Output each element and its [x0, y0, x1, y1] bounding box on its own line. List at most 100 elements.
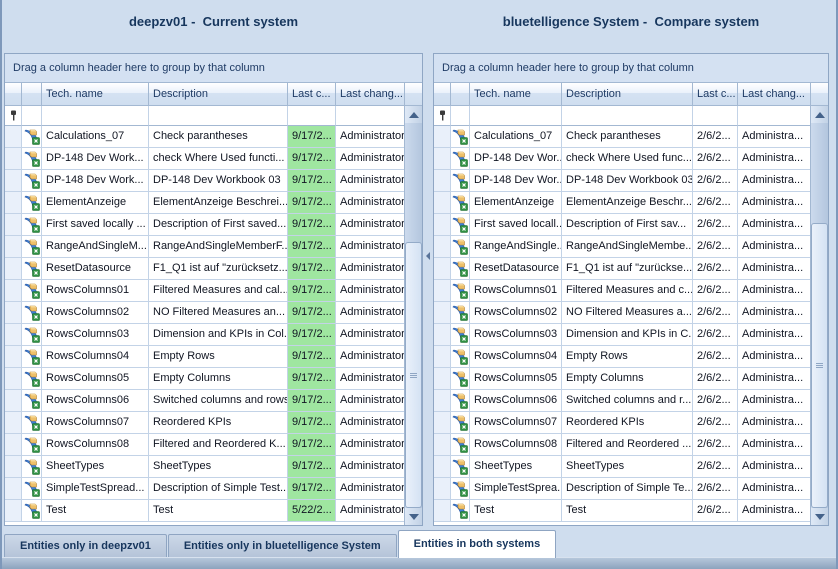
table-row[interactable]: SheetTypes SheetTypes 9/17/2... Administrat…: [5, 456, 404, 478]
last-changed-by-cell: Administrator: [336, 346, 404, 368]
table-row[interactable]: RowsColumns05 Empty Columns 9/17/2... Admin…: [5, 368, 404, 390]
table-row[interactable]: RowsColumns04 Empty Rows 2/6/2... Administr…: [434, 346, 810, 368]
table-row[interactable]: RowsColumns05 Empty Columns 2/6/2... Admini…: [434, 368, 810, 390]
table-row[interactable]: DP-148 Dev Wor... DP-148 Dev Workbook 03 2…: [434, 170, 810, 192]
scrollbar-track[interactable]: [811, 123, 828, 508]
table-row[interactable]: ResetDatasource F1_Q1 ist auf "zurücksetz…: [5, 258, 404, 280]
scroll-down-button[interactable]: [405, 508, 422, 525]
table-row[interactable]: ElementAnzeige ElementAnzeige Beschr... 2/…: [434, 192, 810, 214]
scroll-down-button[interactable]: [811, 508, 828, 525]
column-header-last-changed[interactable]: Last c...: [288, 83, 336, 106]
table-row[interactable]: First saved locall... Description of Firs…: [434, 214, 810, 236]
table-row[interactable]: RangeAndSingleM... RangeAndSingleMemberF.…: [5, 236, 404, 258]
table-row[interactable]: DP-148 Dev Wor... check Where Used func..…: [434, 148, 810, 170]
description-cell: Reordered KPIs: [149, 412, 288, 434]
row-indicator: [5, 324, 22, 346]
filter-cell-last-changed[interactable]: [288, 106, 336, 126]
last-changed-by-cell: Administra...: [738, 214, 810, 236]
table-row[interactable]: Test Test 2/6/2... Administra...: [434, 500, 810, 522]
filter-pin-icon[interactable]: [5, 106, 22, 126]
last-changed-by-cell: Administrator: [336, 456, 404, 478]
last-changed-date-cell: 2/6/2...: [693, 170, 738, 192]
table-row[interactable]: DP-148 Dev Work... DP-148 Dev Workbook 03…: [5, 170, 404, 192]
description-cell: Dimension and KPIs in C...: [562, 324, 693, 346]
column-header-last-changed-by[interactable]: Last chang...: [738, 83, 810, 106]
scroll-up-button[interactable]: [405, 106, 422, 123]
filter-cell[interactable]: [22, 106, 42, 126]
table-row[interactable]: SimpleTestSprea... Description of Simple …: [434, 478, 810, 500]
table-row[interactable]: Calculations_07 Check parantheses 9/17/2..…: [5, 126, 404, 148]
column-header-last-changed-by[interactable]: Last chang...: [336, 83, 404, 106]
vertical-scrollbar[interactable]: [810, 83, 828, 525]
table-row[interactable]: ElementAnzeige ElementAnzeige Beschrei...…: [5, 192, 404, 214]
scrollbar-thumb[interactable]: [405, 242, 422, 508]
workbook-icon: [23, 239, 40, 255]
scrollbar-thumb[interactable]: [811, 223, 828, 508]
table-row[interactable]: First saved locally ... Description of Fi…: [5, 214, 404, 236]
filter-cell-last-changed-by[interactable]: [738, 106, 810, 126]
tab-entities-only-current[interactable]: Entities only in deepzv01: [4, 534, 167, 558]
last-changed-by-cell: Administrator: [336, 434, 404, 456]
table-row[interactable]: RangeAndSingle... RangeAndSingleMembe... 2…: [434, 236, 810, 258]
table-row[interactable]: RowsColumns06 Switched columns and r... 2/…: [434, 390, 810, 412]
entity-icon-cell: [451, 126, 470, 148]
entity-icon-cell: [22, 192, 42, 214]
tech-name-cell: RangeAndSingle...: [470, 236, 562, 258]
vertical-scrollbar[interactable]: [404, 83, 422, 525]
table-row[interactable]: ResetDatasource F1_Q1 ist auf "zurückse..…: [434, 258, 810, 280]
table-row[interactable]: Test Test 5/22/2... Administrator: [5, 500, 404, 522]
table-row[interactable]: RowsColumns08 Filtered and Reordered ... 2…: [434, 434, 810, 456]
table-row[interactable]: RowsColumns02 NO Filtered Measures a... 2/…: [434, 302, 810, 324]
table-row[interactable]: DP-148 Dev Work... check Where Used funct…: [5, 148, 404, 170]
filter-cell-last-changed-by[interactable]: [336, 106, 404, 126]
entity-icon-cell: [22, 214, 42, 236]
table-row[interactable]: RowsColumns01 Filtered Measures and c... 2…: [434, 280, 810, 302]
tech-name-cell: RowsColumns06: [470, 390, 562, 412]
tab-entities-only-compare[interactable]: Entities only in bluetelligence System: [167, 534, 397, 558]
table-row[interactable]: SimpleTestSpread... Description of Simple…: [5, 478, 404, 500]
table-row[interactable]: Calculations_07 Check parantheses 2/6/2...…: [434, 126, 810, 148]
column-header-tech-name[interactable]: Tech. name: [42, 83, 149, 106]
table-row[interactable]: RowsColumns02 NO Filtered Measures an... 9…: [5, 302, 404, 324]
entity-icon-cell: [451, 236, 470, 258]
scroll-up-button[interactable]: [811, 106, 828, 123]
column-header-tech-name[interactable]: Tech. name: [470, 83, 562, 106]
last-changed-by-cell: Administra...: [738, 346, 810, 368]
table-row[interactable]: SheetTypes SheetTypes 2/6/2... Administra..…: [434, 456, 810, 478]
splitter-collapse-icon[interactable]: [426, 252, 430, 260]
column-header-last-changed[interactable]: Last c...: [693, 83, 738, 106]
last-changed-date-cell: 9/17/2...: [288, 236, 336, 258]
table-row[interactable]: RowsColumns03 Dimension and KPIs in C... 2…: [434, 324, 810, 346]
column-header-description[interactable]: Description: [149, 83, 288, 106]
tech-name-cell: DP-148 Dev Wor...: [470, 170, 562, 192]
group-by-panel[interactable]: Drag a column header here to group by th…: [5, 54, 422, 83]
auto-filter-row[interactable]: [434, 106, 810, 126]
entity-icon-cell: [451, 280, 470, 302]
entity-icon-cell: [451, 214, 470, 236]
last-changed-by-cell: Administrator: [336, 148, 404, 170]
filter-cell-description[interactable]: [149, 106, 288, 126]
table-row[interactable]: RowsColumns07 Reordered KPIs 9/17/2... Admi…: [5, 412, 404, 434]
table-row[interactable]: RowsColumns04 Empty Rows 9/17/2... Administ…: [5, 346, 404, 368]
table-row[interactable]: RowsColumns08 Filtered and Reordered K...…: [5, 434, 404, 456]
table-row[interactable]: RowsColumns07 Reordered KPIs 2/6/2... Admin…: [434, 412, 810, 434]
group-by-panel[interactable]: Drag a column header here to group by th…: [434, 54, 828, 83]
filter-cell-tech-name[interactable]: [470, 106, 562, 126]
column-header-description[interactable]: Description: [562, 83, 693, 106]
table-row[interactable]: RowsColumns01 Filtered Measures and cal..…: [5, 280, 404, 302]
table-row[interactable]: RowsColumns06 Switched columns and rows 9/…: [5, 390, 404, 412]
panel-splitter[interactable]: [423, 0, 433, 530]
last-changed-by-cell: Administra...: [738, 258, 810, 280]
auto-filter-row[interactable]: [5, 106, 404, 126]
scrollbar-track[interactable]: [405, 123, 422, 508]
last-changed-date-cell: 9/17/2...: [288, 280, 336, 302]
filter-cell-description[interactable]: [562, 106, 693, 126]
filter-pin-icon[interactable]: [434, 106, 451, 126]
description-cell: Empty Rows: [149, 346, 288, 368]
filter-cell-last-changed[interactable]: [693, 106, 738, 126]
table-row[interactable]: RowsColumns03 Dimension and KPIs in Col..…: [5, 324, 404, 346]
tab-entities-in-both[interactable]: Entities in both systems: [397, 530, 557, 558]
filter-cell[interactable]: [451, 106, 470, 126]
filter-cell-tech-name[interactable]: [42, 106, 149, 126]
